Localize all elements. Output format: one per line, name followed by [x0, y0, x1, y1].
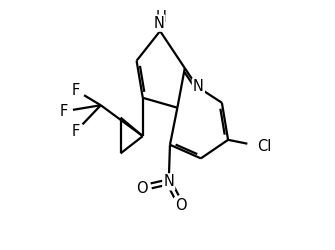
- Text: H: H: [156, 10, 167, 25]
- Text: O: O: [175, 198, 187, 213]
- Text: N: N: [193, 79, 204, 94]
- Text: N: N: [163, 174, 174, 189]
- Text: N: N: [153, 16, 164, 31]
- Text: F: F: [72, 124, 80, 139]
- Text: F: F: [72, 83, 80, 98]
- Text: Cl: Cl: [257, 138, 271, 154]
- Text: O: O: [136, 180, 147, 196]
- Text: F: F: [60, 104, 68, 119]
